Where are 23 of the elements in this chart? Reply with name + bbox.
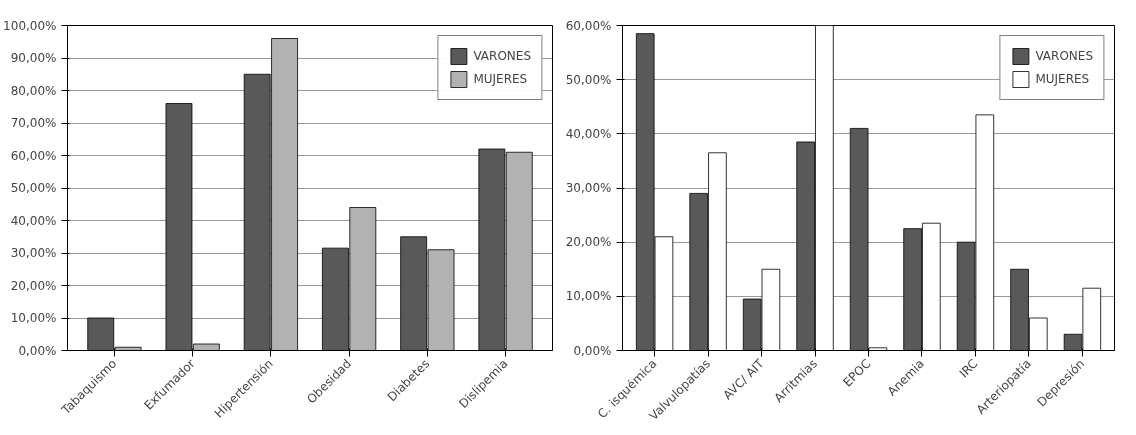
y-tick-label: 60,00%: [10, 148, 57, 163]
y-tick-label: 30,00%: [10, 246, 57, 260]
legend-label: VARONES: [1035, 49, 1093, 63]
legend-label: VARONES: [473, 49, 531, 63]
y-tick-label: 30,00%: [565, 181, 612, 195]
y-tick-label: 100,00%: [3, 18, 57, 33]
y-tick-label: 10,00%: [10, 311, 57, 325]
y-tick-label: 40,00%: [565, 126, 612, 141]
x-tick-label: IRC: [956, 356, 981, 381]
y-tick-label: 60,00%: [565, 18, 612, 33]
y-tick-label: 40,00%: [10, 213, 57, 228]
legend-label: MUJERES: [473, 72, 528, 86]
y-tick-label: 50,00%: [565, 72, 612, 87]
y-tick-label: 90,00%: [10, 51, 57, 65]
y-tick-label: 50,00%: [10, 181, 57, 195]
y-tick-label: 0,00%: [18, 343, 57, 358]
y-tick-label: 80,00%: [10, 83, 57, 98]
legend-label: MUJERES: [1035, 72, 1090, 86]
y-tick-label: 20,00%: [10, 278, 57, 293]
y-tick-label: 10,00%: [565, 289, 612, 304]
y-tick-label: 70,00%: [10, 116, 57, 130]
y-tick-label: 0,00%: [573, 343, 612, 358]
y-tick-label: 20,00%: [565, 235, 612, 250]
